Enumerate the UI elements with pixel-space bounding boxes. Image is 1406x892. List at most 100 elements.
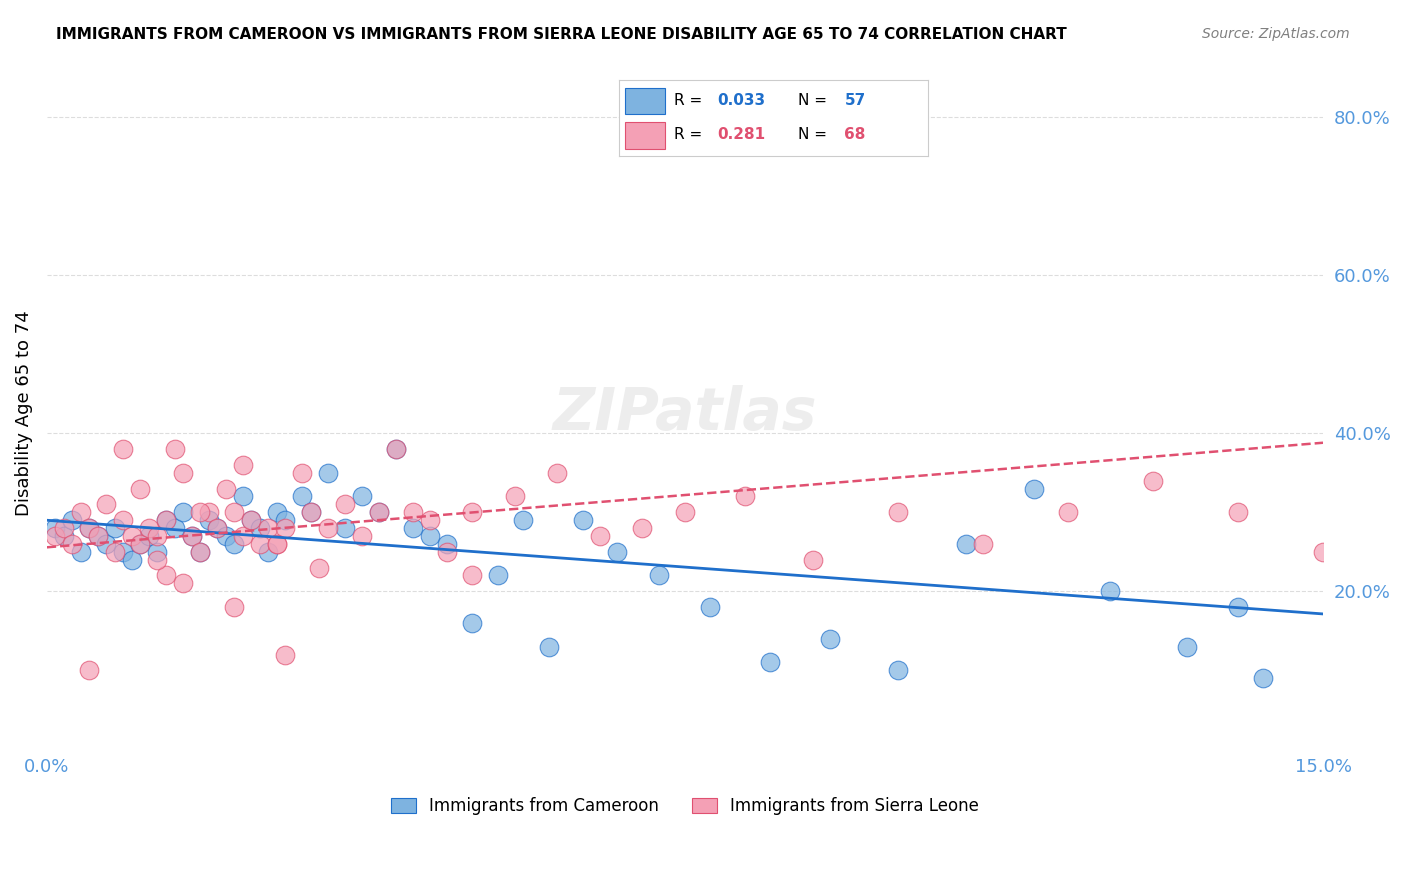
Point: [274, 513, 297, 527]
Point: [257, 521, 280, 535]
Point: [606, 545, 628, 559]
Point: [886, 505, 908, 519]
Point: [291, 466, 314, 480]
Point: [129, 482, 152, 496]
Point: [112, 442, 135, 456]
Point: [436, 545, 458, 559]
Point: [146, 552, 169, 566]
Point: [129, 537, 152, 551]
Point: [112, 513, 135, 527]
Point: [163, 521, 186, 535]
Point: [79, 664, 101, 678]
Point: [759, 656, 782, 670]
Point: [955, 537, 977, 551]
Point: [112, 545, 135, 559]
Point: [172, 576, 194, 591]
Point: [1142, 474, 1164, 488]
Point: [232, 490, 254, 504]
Point: [146, 529, 169, 543]
Point: [180, 529, 202, 543]
Point: [232, 458, 254, 472]
Point: [121, 552, 143, 566]
Point: [70, 545, 93, 559]
Point: [146, 545, 169, 559]
Point: [461, 505, 484, 519]
Point: [172, 505, 194, 519]
Point: [384, 442, 406, 456]
Point: [222, 537, 245, 551]
Point: [222, 600, 245, 615]
Point: [214, 529, 236, 543]
Point: [188, 545, 211, 559]
Point: [138, 529, 160, 543]
Text: 68: 68: [845, 128, 866, 143]
Point: [503, 490, 526, 504]
Point: [240, 513, 263, 527]
Point: [266, 537, 288, 551]
Point: [129, 537, 152, 551]
Point: [402, 521, 425, 535]
Point: [155, 513, 177, 527]
Point: [419, 513, 441, 527]
Point: [402, 505, 425, 519]
Point: [419, 529, 441, 543]
Text: 0.281: 0.281: [717, 128, 766, 143]
Point: [96, 537, 118, 551]
Point: [79, 521, 101, 535]
Point: [172, 466, 194, 480]
Y-axis label: Disability Age 65 to 74: Disability Age 65 to 74: [15, 310, 32, 516]
Point: [1056, 505, 1078, 519]
Point: [1312, 545, 1334, 559]
Point: [486, 568, 509, 582]
Point: [350, 490, 373, 504]
Text: 0.033: 0.033: [717, 94, 766, 108]
Point: [512, 513, 534, 527]
Point: [367, 505, 389, 519]
Point: [205, 521, 228, 535]
Point: [333, 497, 356, 511]
Point: [163, 442, 186, 456]
Point: [461, 568, 484, 582]
Point: [155, 568, 177, 582]
Point: [436, 537, 458, 551]
Point: [1099, 584, 1122, 599]
Text: 57: 57: [845, 94, 866, 108]
Point: [197, 513, 219, 527]
Point: [461, 615, 484, 630]
Point: [205, 521, 228, 535]
Text: R =: R =: [675, 94, 703, 108]
Point: [222, 505, 245, 519]
Point: [308, 560, 330, 574]
Point: [572, 513, 595, 527]
Point: [274, 648, 297, 662]
Point: [1253, 671, 1275, 685]
Point: [44, 529, 66, 543]
Point: [367, 505, 389, 519]
Point: [291, 490, 314, 504]
Point: [87, 529, 110, 543]
Point: [648, 568, 671, 582]
Point: [249, 521, 271, 535]
Text: R =: R =: [675, 128, 703, 143]
Point: [138, 521, 160, 535]
Point: [1022, 482, 1045, 496]
Point: [384, 442, 406, 456]
Legend: Immigrants from Cameroon, Immigrants from Sierra Leone: Immigrants from Cameroon, Immigrants fro…: [384, 790, 986, 822]
Point: [972, 537, 994, 551]
Point: [266, 537, 288, 551]
Point: [673, 505, 696, 519]
Point: [104, 545, 127, 559]
Text: ZIPatlas: ZIPatlas: [553, 385, 817, 442]
Point: [62, 513, 84, 527]
Point: [52, 529, 75, 543]
Point: [546, 466, 568, 480]
Point: [266, 505, 288, 519]
Point: [886, 664, 908, 678]
Point: [537, 640, 560, 654]
Point: [333, 521, 356, 535]
Point: [44, 521, 66, 535]
Point: [96, 497, 118, 511]
Point: [801, 552, 824, 566]
Point: [197, 505, 219, 519]
Bar: [624, 87, 665, 114]
